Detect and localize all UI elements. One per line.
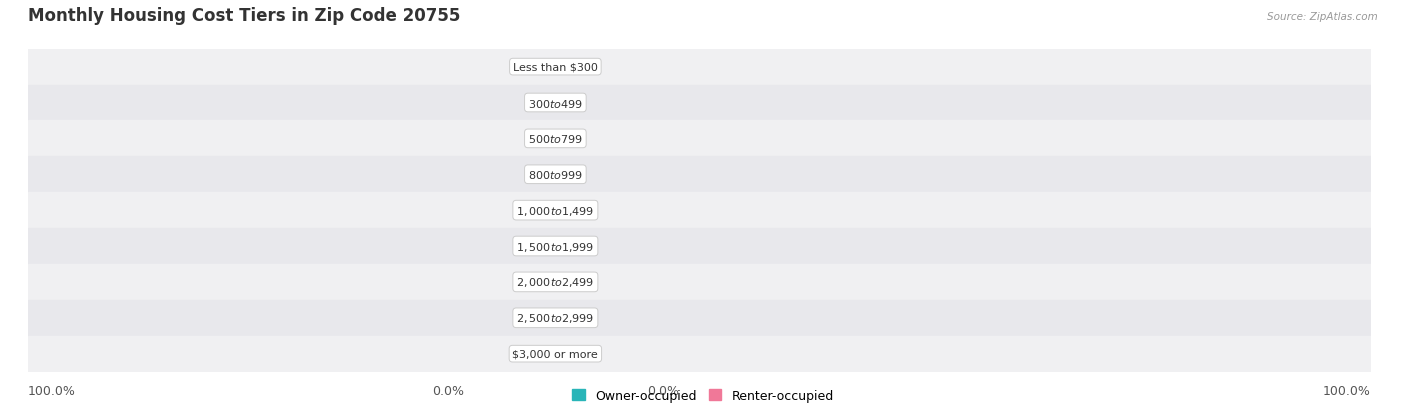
Bar bbox=[28, 157, 1371, 193]
Text: 100.0%: 100.0% bbox=[0, 61, 35, 74]
Text: 0.0%: 0.0% bbox=[464, 240, 494, 253]
Text: 42.6%: 42.6% bbox=[962, 276, 1000, 289]
Text: $800 to $999: $800 to $999 bbox=[527, 169, 583, 181]
Bar bbox=[28, 85, 1371, 121]
Text: 27.0%: 27.0% bbox=[848, 311, 886, 325]
Legend: Owner-occupied, Renter-occupied: Owner-occupied, Renter-occupied bbox=[568, 384, 838, 407]
Text: 0.0%: 0.0% bbox=[651, 97, 681, 110]
Bar bbox=[640, 343, 699, 365]
Bar bbox=[640, 200, 690, 221]
Text: 0.0%: 0.0% bbox=[464, 133, 494, 145]
Bar bbox=[28, 300, 1371, 336]
Text: 100.0%: 100.0% bbox=[28, 384, 76, 397]
Bar bbox=[28, 50, 1371, 85]
Text: 0.0%: 0.0% bbox=[464, 169, 494, 181]
Bar bbox=[640, 236, 737, 257]
Text: 0.0%: 0.0% bbox=[464, 347, 494, 360]
Text: Source: ZipAtlas.com: Source: ZipAtlas.com bbox=[1267, 12, 1378, 22]
Text: 0.0%: 0.0% bbox=[464, 311, 494, 325]
Text: $500 to $799: $500 to $799 bbox=[527, 133, 583, 145]
Bar bbox=[640, 271, 952, 293]
Text: 0.0%: 0.0% bbox=[647, 384, 679, 397]
Bar bbox=[640, 307, 837, 329]
Text: 100.0%: 100.0% bbox=[1323, 384, 1371, 397]
Text: 13.2%: 13.2% bbox=[747, 240, 785, 253]
Text: 0.0%: 0.0% bbox=[464, 276, 494, 289]
Text: $2,500 to $2,999: $2,500 to $2,999 bbox=[516, 311, 595, 325]
Text: $2,000 to $2,499: $2,000 to $2,499 bbox=[516, 276, 595, 289]
Text: 8.0%: 8.0% bbox=[709, 347, 738, 360]
Text: 0.0%: 0.0% bbox=[464, 97, 494, 110]
Bar bbox=[28, 193, 1371, 228]
Bar bbox=[28, 264, 1371, 300]
Bar bbox=[28, 228, 1371, 264]
Text: 0.0%: 0.0% bbox=[651, 61, 681, 74]
Text: $1,500 to $1,999: $1,500 to $1,999 bbox=[516, 240, 595, 253]
Bar bbox=[28, 121, 1371, 157]
Text: 0.0%: 0.0% bbox=[651, 133, 681, 145]
Text: Monthly Housing Cost Tiers in Zip Code 20755: Monthly Housing Cost Tiers in Zip Code 2… bbox=[28, 7, 461, 25]
Bar bbox=[28, 57, 471, 78]
Text: 0.92%: 0.92% bbox=[658, 169, 695, 181]
Text: $1,000 to $1,499: $1,000 to $1,499 bbox=[516, 204, 595, 217]
Text: Less than $300: Less than $300 bbox=[513, 62, 598, 72]
Text: $3,000 or more: $3,000 or more bbox=[513, 349, 598, 359]
Text: 7.0%: 7.0% bbox=[702, 204, 731, 217]
Bar bbox=[28, 336, 1371, 372]
Text: $300 to $499: $300 to $499 bbox=[527, 97, 583, 109]
Text: 0.0%: 0.0% bbox=[432, 384, 464, 397]
Text: 0.0%: 0.0% bbox=[464, 204, 494, 217]
Bar bbox=[640, 164, 647, 185]
